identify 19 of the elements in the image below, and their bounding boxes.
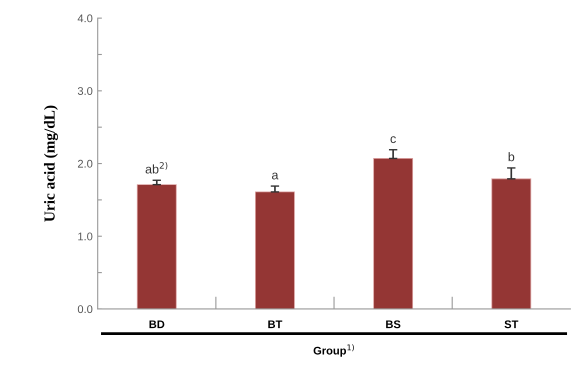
x-tick-label: BT xyxy=(268,320,282,328)
y-tick-label: 2.0 xyxy=(78,160,92,168)
x-tick-label: BD xyxy=(150,320,164,328)
bar xyxy=(255,191,295,309)
x-axis-title: Group$^{1)}$ xyxy=(314,344,354,357)
y-axis-title: Uric acid (mg/dL) xyxy=(44,106,58,222)
y-tick-label: 0.0 xyxy=(78,305,92,314)
annotation: ab$^{2)}$ xyxy=(146,162,168,174)
y-tick-label: 3.0 xyxy=(78,87,92,95)
bar xyxy=(491,178,532,309)
x-tick-label: ST xyxy=(504,320,518,328)
annotation: c xyxy=(390,136,396,144)
annotation: b xyxy=(508,152,514,162)
bar xyxy=(373,158,414,309)
y-tick-label: 1.0 xyxy=(78,232,92,240)
y-tick-label: 4.0 xyxy=(78,14,92,22)
x-tick-label: BS xyxy=(386,320,400,328)
bar xyxy=(136,184,177,309)
annotation: a xyxy=(272,172,278,180)
